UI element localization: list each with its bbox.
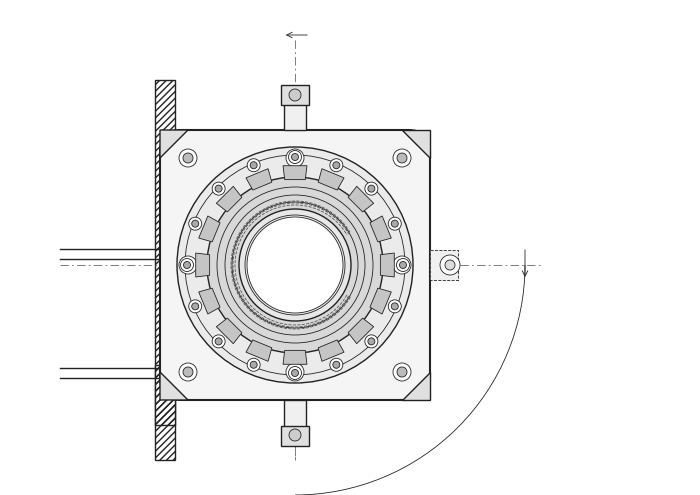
Circle shape	[247, 217, 343, 313]
Polygon shape	[370, 288, 391, 314]
Bar	[155, 365, 175, 425]
Circle shape	[330, 358, 343, 371]
Circle shape	[183, 367, 193, 377]
Polygon shape	[199, 288, 220, 314]
Circle shape	[365, 335, 378, 348]
Polygon shape	[402, 130, 430, 158]
Circle shape	[286, 149, 304, 167]
Circle shape	[289, 429, 301, 441]
Bar	[281, 426, 309, 446]
Circle shape	[207, 177, 383, 353]
Circle shape	[215, 185, 222, 192]
Circle shape	[192, 220, 199, 227]
Polygon shape	[402, 372, 430, 400]
Circle shape	[215, 338, 222, 345]
Circle shape	[397, 153, 407, 163]
Polygon shape	[199, 216, 220, 242]
Bar	[155, 365, 175, 425]
Polygon shape	[283, 166, 307, 180]
Circle shape	[440, 255, 460, 275]
Polygon shape	[160, 130, 188, 158]
Polygon shape	[283, 350, 307, 364]
Circle shape	[290, 367, 300, 377]
Bar	[430, 250, 458, 280]
Circle shape	[290, 153, 300, 163]
Text: 90°: 90°	[400, 141, 424, 155]
Circle shape	[239, 209, 351, 321]
Circle shape	[181, 258, 193, 271]
Circle shape	[396, 258, 410, 271]
Circle shape	[212, 182, 225, 195]
Circle shape	[289, 89, 301, 101]
Circle shape	[179, 256, 197, 274]
Bar	[155, 80, 175, 460]
Polygon shape	[160, 372, 188, 400]
Circle shape	[183, 153, 193, 163]
Circle shape	[189, 217, 202, 230]
Circle shape	[393, 149, 411, 167]
Bar	[155, 80, 175, 460]
Polygon shape	[318, 340, 344, 361]
Circle shape	[291, 369, 298, 377]
Circle shape	[332, 361, 340, 368]
Circle shape	[397, 260, 407, 270]
Circle shape	[189, 300, 202, 313]
Circle shape	[288, 150, 302, 163]
Circle shape	[247, 358, 260, 371]
Circle shape	[400, 261, 407, 268]
Polygon shape	[318, 169, 344, 190]
Circle shape	[250, 162, 257, 169]
Circle shape	[212, 335, 225, 348]
Polygon shape	[348, 186, 374, 212]
Polygon shape	[216, 186, 242, 212]
Circle shape	[179, 149, 197, 167]
Circle shape	[445, 260, 455, 270]
Bar	[281, 85, 309, 105]
Circle shape	[393, 363, 411, 381]
Circle shape	[250, 361, 257, 368]
PathPatch shape	[160, 130, 430, 400]
Circle shape	[332, 162, 340, 169]
Circle shape	[365, 182, 378, 195]
Circle shape	[291, 153, 298, 160]
Polygon shape	[216, 318, 242, 344]
Circle shape	[247, 159, 260, 172]
Bar	[284, 400, 306, 428]
Circle shape	[183, 260, 193, 270]
Polygon shape	[380, 253, 394, 277]
Circle shape	[389, 217, 401, 230]
Circle shape	[286, 363, 304, 381]
Polygon shape	[348, 318, 374, 344]
Circle shape	[179, 363, 197, 381]
Polygon shape	[196, 253, 209, 277]
Circle shape	[391, 303, 398, 310]
Circle shape	[397, 367, 407, 377]
Circle shape	[192, 303, 199, 310]
Circle shape	[177, 147, 413, 383]
Circle shape	[391, 220, 398, 227]
Polygon shape	[370, 216, 391, 242]
Circle shape	[393, 256, 411, 274]
Circle shape	[330, 159, 343, 172]
Polygon shape	[246, 340, 272, 361]
Circle shape	[183, 261, 190, 268]
Circle shape	[368, 338, 375, 345]
Circle shape	[368, 185, 375, 192]
Polygon shape	[246, 169, 272, 190]
Circle shape	[288, 366, 302, 380]
Circle shape	[389, 300, 401, 313]
Bar	[284, 103, 306, 130]
